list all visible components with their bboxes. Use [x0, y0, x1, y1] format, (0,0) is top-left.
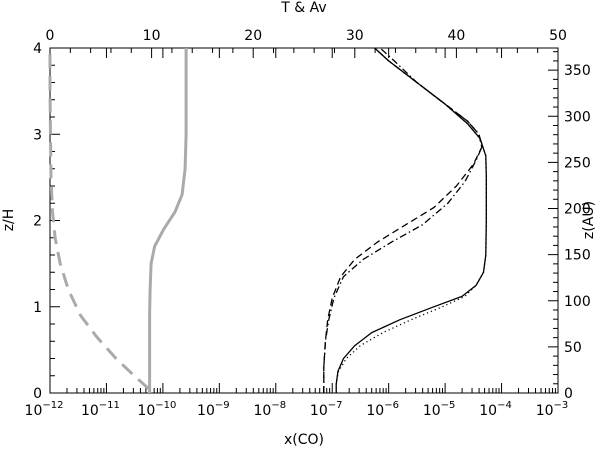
y-axis-title: z/H [1, 209, 17, 232]
top-axis-title: T & Av [280, 0, 326, 16]
x-axis-title: x(CO) [284, 432, 324, 448]
top-tick-label: 20 [244, 28, 262, 44]
series-line-1 [335, 47, 487, 393]
x-tick-label: 10−8 [253, 400, 286, 419]
top-tick-label: 30 [346, 28, 364, 44]
right-tick-label: 150 [564, 248, 591, 264]
x-tick-label: 10−10 [137, 400, 176, 419]
x-tick-label: 10−5 [423, 400, 456, 419]
top-tick-label: 50 [549, 28, 567, 44]
right-tick-label: 0 [564, 386, 573, 402]
right-tick-label: 100 [564, 294, 591, 310]
series-line-2 [335, 47, 487, 393]
y-tick-label: 1 [33, 300, 42, 316]
right-axis-title: z(AU) [581, 201, 597, 239]
y-tick-label: 4 [33, 41, 42, 57]
axis-tick-labels: 10−12 10−11 10−10 10−9 10−8 10−7 10−6 10−5 10−4 1… [25, 28, 591, 419]
x-tick-label: 10−4 [479, 400, 512, 419]
right-tick-label: 300 [564, 109, 591, 125]
series-group [48, 47, 487, 393]
x-tick-label: 10−12 [25, 400, 64, 419]
y-tick-label: 0 [33, 386, 42, 402]
series-line-3 [323, 47, 483, 393]
series-line-4 [323, 47, 483, 393]
y-tick-label: 3 [33, 127, 42, 143]
top-tick-label: 40 [447, 28, 465, 44]
y-tick-label: 2 [33, 214, 42, 230]
x-tick-label: 10−6 [366, 400, 399, 419]
x-tick-label: 10−3 [536, 400, 569, 419]
right-tick-label: 350 [564, 63, 591, 79]
x-tick-label: 10−11 [81, 400, 120, 419]
top-tick-label: 0 [46, 28, 55, 44]
plot-frame [49, 47, 559, 394]
x-tick-label: 10−9 [197, 400, 230, 419]
series-line-5 [148, 48, 188, 393]
top-tick-label: 10 [143, 28, 161, 44]
series-line-6 [48, 48, 150, 390]
right-tick-label: 50 [564, 340, 582, 356]
x-tick-label: 10−7 [310, 400, 343, 419]
right-tick-label: 250 [564, 155, 591, 171]
right-tick-label: 200 [564, 202, 591, 218]
axis-ticks [49, 47, 559, 394]
